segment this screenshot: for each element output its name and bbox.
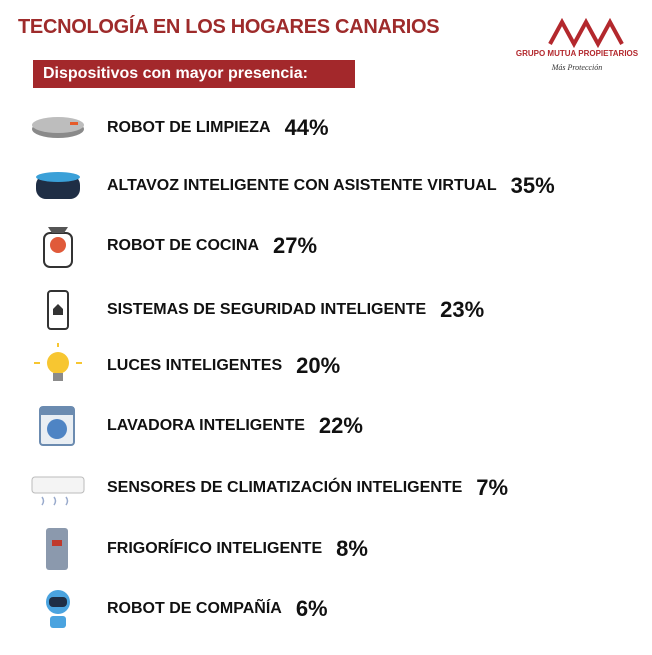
logo-name: GRUPO MUTUA PROPIETARIOS (516, 49, 639, 58)
item-value: 27% (273, 233, 318, 258)
item-value: 22% (318, 413, 363, 438)
item: LAVADORA INTELIGENTE 22% (30, 401, 363, 451)
item: SISTEMAS DE SEGURIDAD INTELIGENTE 23% (30, 285, 484, 335)
item-value: 7% (476, 475, 509, 500)
icon (43, 227, 73, 268)
item-value: 20% (296, 353, 341, 378)
icon (31, 476, 85, 506)
icon (32, 117, 84, 138)
item-label: ROBOT DE COMPAÑÍA (107, 600, 282, 617)
logo: GRUPO MUTUA PROPIETARIOS Más Protección (516, 17, 639, 72)
item: SENSORES DE CLIMATIZACIÓN INTELIGENTE 7% (30, 463, 508, 513)
item-label: LUCES INTELIGENTES (107, 357, 283, 374)
item: ROBOT DE LIMPIEZA 44% (30, 103, 329, 153)
icon (47, 290, 69, 330)
item-value: 44% (284, 115, 329, 140)
icon (39, 406, 75, 446)
item: ROBOT DE COMPAÑÍA 6% (30, 584, 328, 634)
item-label: LAVADORA INTELIGENTE (107, 417, 305, 434)
icon (46, 590, 70, 628)
item: ROBOT DE COCINA 27% (30, 221, 317, 271)
item-value: 8% (336, 536, 368, 561)
item-value: 6% (295, 596, 328, 621)
icon (46, 528, 68, 570)
item-label: ROBOT DE LIMPIEZA (107, 119, 271, 136)
item-value: 23% (440, 297, 485, 322)
item-label: ALTAVOZ INTELIGENTE CON ASISTENTE VIRTUA… (107, 177, 497, 194)
item-label: SISTEMAS DE SEGURIDAD INTELIGENTE (107, 301, 427, 318)
item-label: SENSORES DE CLIMATIZACIÓN INTELIGENTE (107, 479, 463, 496)
item: LUCES INTELIGENTES 20% (30, 341, 340, 391)
item: FRIGORÍFICO INTELIGENTE 8% (30, 524, 368, 574)
item-value: 35% (510, 173, 555, 198)
item-label: ROBOT DE COCINA (107, 237, 259, 254)
icon (36, 172, 80, 199)
item-label: FRIGORÍFICO INTELIGENTE (107, 540, 323, 557)
subtitle: Dispositivos con mayor presencia: (33, 60, 355, 88)
icon (34, 343, 82, 381)
item: ALTAVOZ INTELIGENTE CON ASISTENTE VIRTUA… (30, 161, 555, 211)
logo-tagline: Más Protección (551, 63, 603, 72)
title: TECNOLOGÍA EN LOS HOGARES CANARIOS (18, 16, 440, 38)
